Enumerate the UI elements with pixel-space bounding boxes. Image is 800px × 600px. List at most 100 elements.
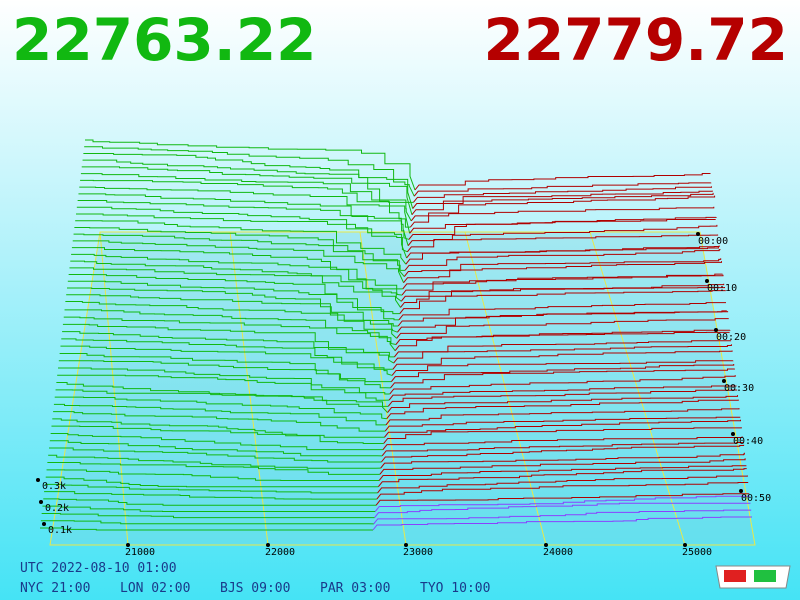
ask-depth-line xyxy=(380,452,745,469)
city-clock: TYO 10:00 xyxy=(420,581,490,596)
ask-price: 22779.72 xyxy=(483,6,788,74)
bid-depth-line xyxy=(60,345,393,376)
ask-depth-line xyxy=(393,340,732,358)
bid-depth-line xyxy=(66,294,398,333)
price-tick xyxy=(544,543,548,547)
ask-depth-line xyxy=(397,311,729,333)
ask-depth-line xyxy=(375,493,750,506)
bid-depth-line xyxy=(59,352,392,383)
bid-depth-line xyxy=(49,440,383,457)
bid-depth-line xyxy=(64,309,397,346)
ask-depth-line xyxy=(374,495,750,512)
bid-depth-line xyxy=(42,505,376,512)
ask-depth-line xyxy=(412,190,713,209)
bid-depth-line xyxy=(73,233,405,277)
price-label: 21000 xyxy=(125,547,155,558)
bid-price: 22763.22 xyxy=(12,6,317,74)
ask-depth-line xyxy=(389,375,736,395)
depth-tick xyxy=(42,522,46,526)
ask-depth-line xyxy=(378,465,747,481)
city-clock: LON 02:00 xyxy=(120,581,190,596)
depth-label: 0.1k xyxy=(48,525,72,536)
bid-depth-line xyxy=(68,274,400,315)
ask-depth-line xyxy=(387,389,738,407)
bid-depth-line xyxy=(72,240,404,283)
bid-depth-line xyxy=(67,280,399,321)
bid-depth-line xyxy=(81,166,413,215)
ask-depth-line xyxy=(381,442,744,457)
bid-depth-line xyxy=(41,512,375,519)
price-label: 22000 xyxy=(265,547,295,558)
bid-depth-line xyxy=(45,476,379,488)
ask-depth-line xyxy=(396,318,729,339)
bid-depth-line xyxy=(44,483,378,494)
ask-depth-line xyxy=(392,350,733,370)
bid-depth-line xyxy=(67,287,399,327)
time-tick xyxy=(739,489,743,493)
ask-depth-line xyxy=(390,364,735,382)
ask-depth-line xyxy=(404,249,721,271)
bid-depth-line xyxy=(79,186,411,234)
price-label: 25000 xyxy=(682,547,712,558)
bid-depth-line xyxy=(82,159,414,209)
ask-depth-line xyxy=(408,216,717,240)
time-label: 00:10 xyxy=(707,283,737,294)
ask-depth-line xyxy=(401,274,724,296)
price-tick xyxy=(404,543,408,547)
bid-depth-line xyxy=(40,520,374,525)
city-clock: PAR 03:00 xyxy=(320,581,390,596)
ask-depth-line xyxy=(395,331,730,345)
ask-depth-line xyxy=(382,436,743,450)
price-grid-line xyxy=(359,231,407,546)
bid-depth-line xyxy=(51,425,384,444)
bid-depth-line xyxy=(49,447,382,463)
bid-depth-line xyxy=(46,469,380,482)
ask-depth-line xyxy=(387,395,738,413)
ask-depth-line xyxy=(410,195,716,228)
bid-depth-line xyxy=(52,418,385,438)
bid-depth-line xyxy=(54,396,387,420)
ask-depth-line xyxy=(411,192,714,216)
ask-depth-line xyxy=(386,399,739,420)
bid-depth-line xyxy=(47,462,380,475)
price-tick xyxy=(683,543,687,547)
bid-depth-line xyxy=(48,454,381,469)
ask-depth-line xyxy=(398,302,726,321)
time-label: 00:40 xyxy=(733,436,763,447)
price-grid-line xyxy=(99,231,129,546)
utc-time: UTC 2022-08-10 01:00 xyxy=(20,561,177,576)
ask-depth-line xyxy=(393,344,732,364)
ask-depth-line xyxy=(374,502,751,518)
price-label: 24000 xyxy=(543,547,573,558)
bid-depth-line xyxy=(70,260,402,302)
bid-depth-line xyxy=(80,179,411,228)
bid-depth-line xyxy=(50,432,383,451)
bid-depth-line xyxy=(83,152,414,203)
ask-depth-line xyxy=(384,416,741,432)
bid-depth-line xyxy=(77,200,409,246)
ask-depth-line xyxy=(388,385,737,401)
ask-depth-line xyxy=(381,444,745,463)
bid-depth-line xyxy=(80,173,412,222)
price-tick xyxy=(126,543,130,547)
ask-depth-line xyxy=(407,224,718,246)
bid-depth-line xyxy=(53,403,386,426)
time-tick xyxy=(696,232,700,236)
bid-depth-line xyxy=(58,360,391,389)
ask-depth-line xyxy=(399,290,726,314)
price-label: 23000 xyxy=(403,547,433,558)
ask-depth-line xyxy=(403,261,722,284)
bid-depth-line xyxy=(43,498,377,506)
bid-depth-line xyxy=(84,146,415,197)
time-tick xyxy=(731,432,735,436)
time-tick xyxy=(705,279,709,283)
ask-depth-line xyxy=(403,258,722,277)
bid-depth-line xyxy=(62,331,394,364)
glasses-icon xyxy=(715,565,791,589)
bid-depth-line xyxy=(44,491,377,500)
ask-depth-line xyxy=(377,468,747,488)
price-grid-line xyxy=(229,231,269,546)
ask-depth-line xyxy=(373,509,752,525)
time-label: 00:20 xyxy=(716,332,746,343)
bid-depth-line xyxy=(53,411,386,432)
